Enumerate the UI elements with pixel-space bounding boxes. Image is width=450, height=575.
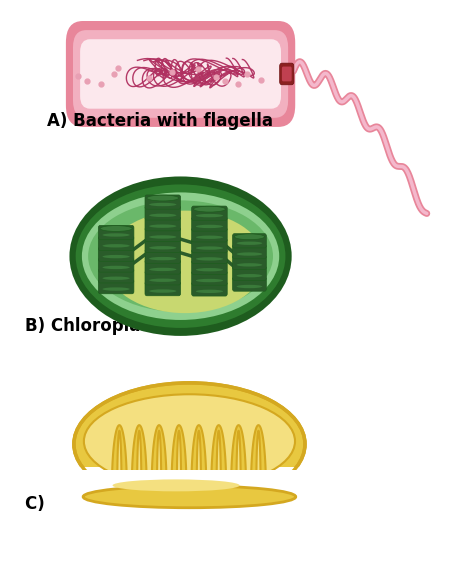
Ellipse shape [237,274,262,277]
Ellipse shape [149,278,176,282]
Ellipse shape [147,195,179,201]
FancyBboxPatch shape [282,67,292,81]
Ellipse shape [234,234,265,240]
Bar [52,467,327,528]
FancyBboxPatch shape [145,271,180,285]
FancyBboxPatch shape [99,258,134,272]
Polygon shape [152,425,166,487]
FancyBboxPatch shape [145,195,180,209]
Polygon shape [171,425,186,487]
FancyBboxPatch shape [66,21,295,127]
Ellipse shape [88,200,273,312]
Ellipse shape [237,242,262,245]
Bar [52,484,327,528]
Ellipse shape [83,486,296,508]
Ellipse shape [83,486,296,508]
Ellipse shape [103,255,130,258]
Text: C) Mitochondria: C) Mitochondria [25,495,174,513]
FancyBboxPatch shape [192,282,227,296]
Ellipse shape [149,235,176,239]
Ellipse shape [149,224,176,228]
Ellipse shape [103,233,130,237]
FancyBboxPatch shape [233,266,266,281]
Polygon shape [211,425,226,487]
Ellipse shape [103,277,130,280]
FancyBboxPatch shape [145,228,180,242]
Ellipse shape [196,290,223,293]
Ellipse shape [196,246,223,250]
Ellipse shape [196,214,223,217]
Ellipse shape [76,185,285,328]
Ellipse shape [237,285,262,288]
Ellipse shape [103,244,130,247]
FancyBboxPatch shape [73,30,288,118]
FancyBboxPatch shape [99,269,134,283]
Bar [74,470,305,511]
Ellipse shape [105,210,265,313]
Ellipse shape [100,225,132,231]
Ellipse shape [82,193,279,320]
Bar [52,490,327,528]
FancyBboxPatch shape [80,39,281,109]
FancyBboxPatch shape [192,239,227,253]
Ellipse shape [196,268,223,271]
Text: B) Chloroplast: B) Chloroplast [25,317,158,335]
FancyBboxPatch shape [145,206,180,220]
FancyBboxPatch shape [99,279,134,294]
Ellipse shape [112,480,240,492]
Ellipse shape [196,236,223,239]
FancyBboxPatch shape [145,260,180,274]
Ellipse shape [149,289,176,293]
Ellipse shape [149,214,176,217]
FancyBboxPatch shape [192,217,227,231]
Ellipse shape [237,263,262,267]
Polygon shape [112,425,127,487]
Ellipse shape [74,383,305,505]
Ellipse shape [196,225,223,228]
FancyBboxPatch shape [233,233,266,248]
Text: A) Bacteria with flagella: A) Bacteria with flagella [47,112,273,130]
Polygon shape [191,425,206,487]
Ellipse shape [84,394,295,488]
Ellipse shape [149,268,176,271]
FancyBboxPatch shape [192,206,227,220]
Ellipse shape [196,257,223,260]
FancyBboxPatch shape [192,228,227,242]
Polygon shape [251,425,266,487]
Ellipse shape [107,481,245,496]
Ellipse shape [69,177,292,336]
FancyBboxPatch shape [145,282,180,296]
FancyBboxPatch shape [279,63,294,85]
Ellipse shape [196,279,223,282]
FancyBboxPatch shape [145,238,180,252]
Ellipse shape [149,257,176,260]
FancyBboxPatch shape [233,277,266,291]
Ellipse shape [194,206,225,212]
FancyBboxPatch shape [233,255,266,270]
Polygon shape [132,425,147,487]
FancyBboxPatch shape [192,260,227,274]
Ellipse shape [103,266,130,269]
Ellipse shape [149,203,176,206]
FancyBboxPatch shape [99,225,134,240]
Ellipse shape [237,252,262,256]
FancyBboxPatch shape [192,250,227,263]
Ellipse shape [103,288,130,291]
FancyBboxPatch shape [99,236,134,251]
FancyBboxPatch shape [99,247,134,261]
FancyBboxPatch shape [145,217,180,231]
Polygon shape [231,425,246,487]
Ellipse shape [149,246,176,250]
FancyBboxPatch shape [233,244,266,259]
FancyBboxPatch shape [145,249,180,263]
FancyBboxPatch shape [192,271,227,285]
